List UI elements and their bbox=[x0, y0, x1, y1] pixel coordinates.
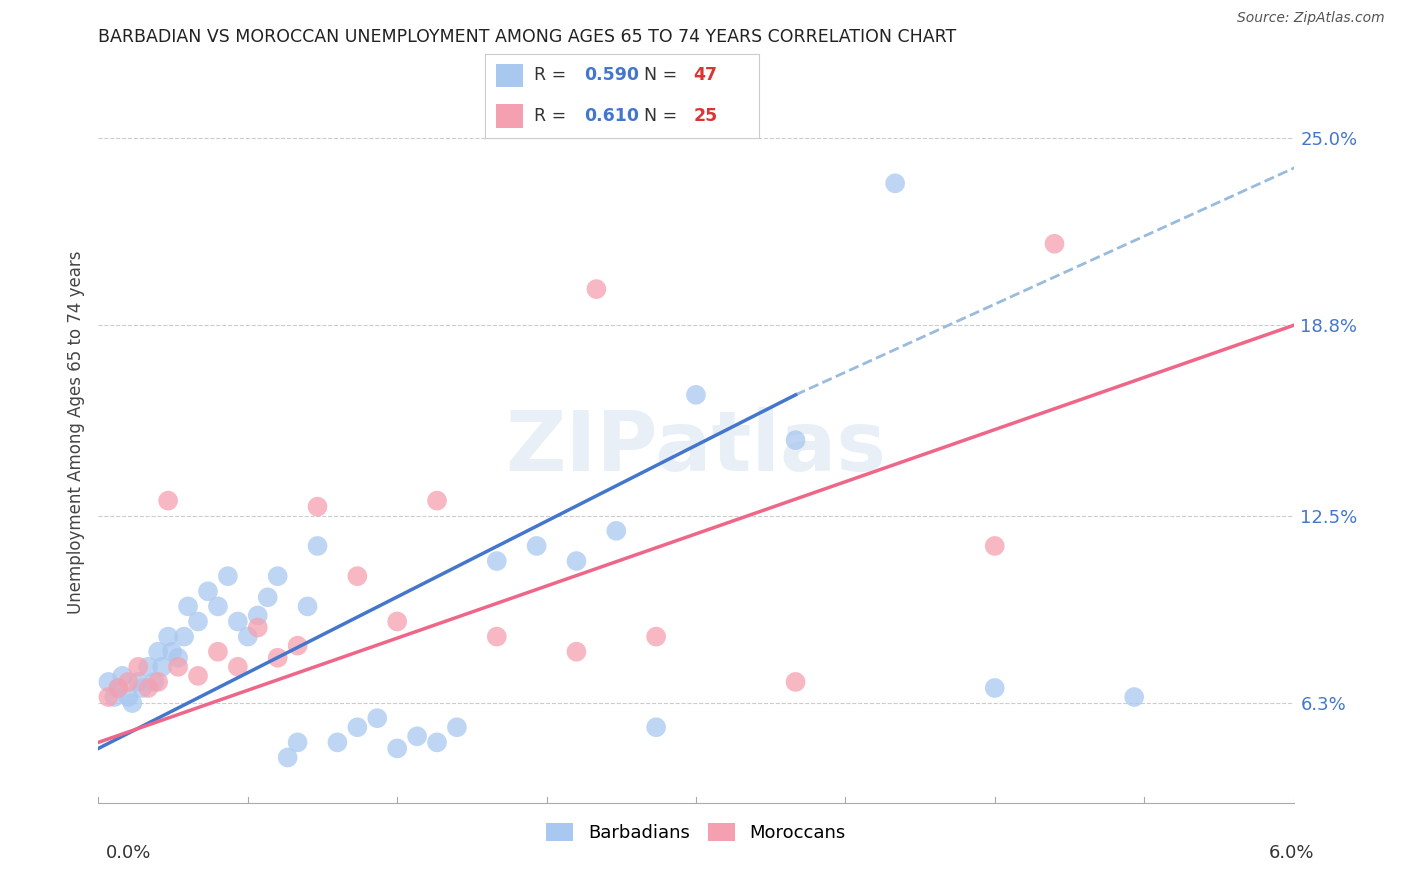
Point bbox=[366, 711, 388, 725]
Point bbox=[526, 539, 548, 553]
Point bbox=[605, 524, 627, 538]
Point bbox=[167, 650, 190, 665]
Point bbox=[307, 539, 329, 553]
Point bbox=[117, 674, 139, 689]
Point bbox=[406, 729, 429, 743]
Point bbox=[127, 660, 149, 674]
Text: 0.0%: 0.0% bbox=[105, 844, 150, 862]
Point bbox=[585, 282, 607, 296]
Text: BARBADIAN VS MOROCCAN UNEMPLOYMENT AMONG AGES 65 TO 74 YEARS CORRELATION CHART: BARBADIAN VS MOROCCAN UNEMPLOYMENT AMONG… bbox=[98, 28, 956, 45]
Point bbox=[97, 690, 120, 704]
Point bbox=[157, 630, 180, 644]
Point bbox=[177, 599, 200, 614]
Point bbox=[246, 621, 269, 635]
Point bbox=[984, 681, 1007, 695]
Point bbox=[148, 674, 170, 689]
Point bbox=[346, 569, 368, 583]
Point bbox=[446, 720, 468, 734]
Point bbox=[385, 741, 409, 756]
Text: 6.0%: 6.0% bbox=[1270, 844, 1315, 862]
Point bbox=[150, 660, 173, 674]
Text: N =: N = bbox=[644, 107, 683, 125]
Text: Source: ZipAtlas.com: Source: ZipAtlas.com bbox=[1237, 12, 1385, 25]
Point bbox=[143, 674, 166, 689]
Point bbox=[111, 669, 134, 683]
Point bbox=[207, 599, 229, 614]
Point bbox=[256, 591, 278, 605]
Text: N =: N = bbox=[644, 66, 683, 84]
Point bbox=[685, 388, 707, 402]
Point bbox=[565, 645, 588, 659]
Bar bbox=[496, 63, 523, 87]
Point bbox=[173, 630, 195, 644]
Point bbox=[785, 433, 807, 447]
Point bbox=[307, 500, 329, 514]
Point bbox=[884, 177, 907, 191]
Point bbox=[136, 681, 159, 695]
Point bbox=[226, 660, 249, 674]
Point bbox=[385, 615, 409, 629]
Point bbox=[103, 690, 125, 704]
Point bbox=[226, 615, 249, 629]
Text: 0.610: 0.610 bbox=[583, 107, 638, 125]
Text: R =: R = bbox=[534, 107, 572, 125]
Point bbox=[187, 615, 209, 629]
Bar bbox=[496, 104, 523, 128]
Point bbox=[287, 639, 309, 653]
Point bbox=[485, 554, 508, 568]
Point bbox=[148, 645, 170, 659]
Point bbox=[187, 669, 209, 683]
Point bbox=[157, 493, 180, 508]
Point bbox=[1123, 690, 1146, 704]
Legend: Barbadians, Moroccans: Barbadians, Moroccans bbox=[538, 815, 853, 849]
Text: 0.590: 0.590 bbox=[583, 66, 638, 84]
Text: 25: 25 bbox=[693, 107, 717, 125]
Point bbox=[485, 630, 508, 644]
Point bbox=[267, 650, 290, 665]
Point bbox=[136, 660, 159, 674]
Point bbox=[131, 681, 153, 695]
Point bbox=[121, 696, 143, 710]
Text: 47: 47 bbox=[693, 66, 717, 84]
Point bbox=[426, 735, 449, 749]
Point bbox=[167, 660, 190, 674]
Point bbox=[160, 645, 183, 659]
Point bbox=[246, 608, 269, 623]
Point bbox=[236, 630, 259, 644]
Point bbox=[326, 735, 349, 749]
Point bbox=[277, 750, 299, 764]
Point bbox=[346, 720, 368, 734]
Point bbox=[287, 735, 309, 749]
Point bbox=[217, 569, 239, 583]
Point bbox=[426, 493, 449, 508]
Point bbox=[1043, 236, 1066, 251]
Point bbox=[117, 690, 139, 704]
Point bbox=[984, 539, 1007, 553]
Y-axis label: Unemployment Among Ages 65 to 74 years: Unemployment Among Ages 65 to 74 years bbox=[66, 251, 84, 615]
Point bbox=[645, 630, 668, 644]
Point bbox=[645, 720, 668, 734]
Point bbox=[785, 674, 807, 689]
Point bbox=[297, 599, 319, 614]
Point bbox=[107, 681, 129, 695]
Text: ZIPatlas: ZIPatlas bbox=[506, 407, 886, 488]
Point bbox=[107, 681, 129, 695]
Point bbox=[97, 674, 120, 689]
Point bbox=[127, 674, 149, 689]
Point bbox=[267, 569, 290, 583]
Text: R =: R = bbox=[534, 66, 572, 84]
Point bbox=[565, 554, 588, 568]
Point bbox=[207, 645, 229, 659]
Point bbox=[197, 584, 219, 599]
